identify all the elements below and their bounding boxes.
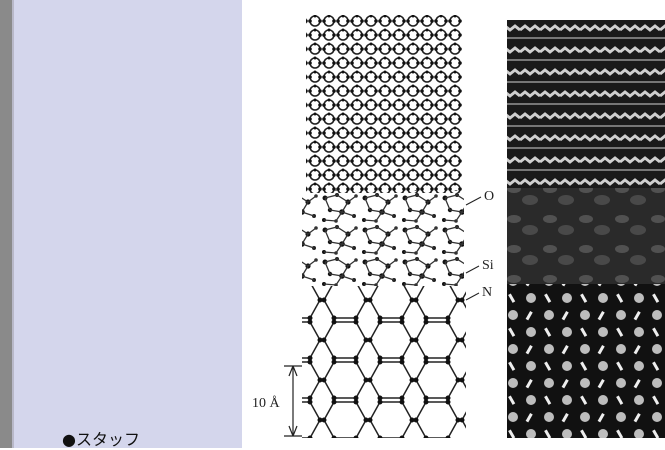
scale-bar: [284, 366, 302, 436]
amorphous-region: [302, 190, 464, 286]
image-middle: [507, 188, 665, 284]
nitride-region: [302, 286, 466, 438]
image-top: [507, 20, 665, 188]
scale-label: 10 Å: [252, 395, 281, 411]
crystal-region: [306, 15, 462, 193]
label-n: N: [482, 285, 492, 300]
figure: O Si N 10 Å: [0, 0, 665, 448]
label-si: Si: [482, 258, 494, 273]
label-o: O: [484, 189, 494, 204]
leader-line: [466, 266, 479, 273]
page: ●スタッフ: [0, 0, 665, 448]
image-bottom: [507, 284, 665, 438]
leader-line: [466, 293, 479, 300]
leader-line: [466, 197, 481, 205]
